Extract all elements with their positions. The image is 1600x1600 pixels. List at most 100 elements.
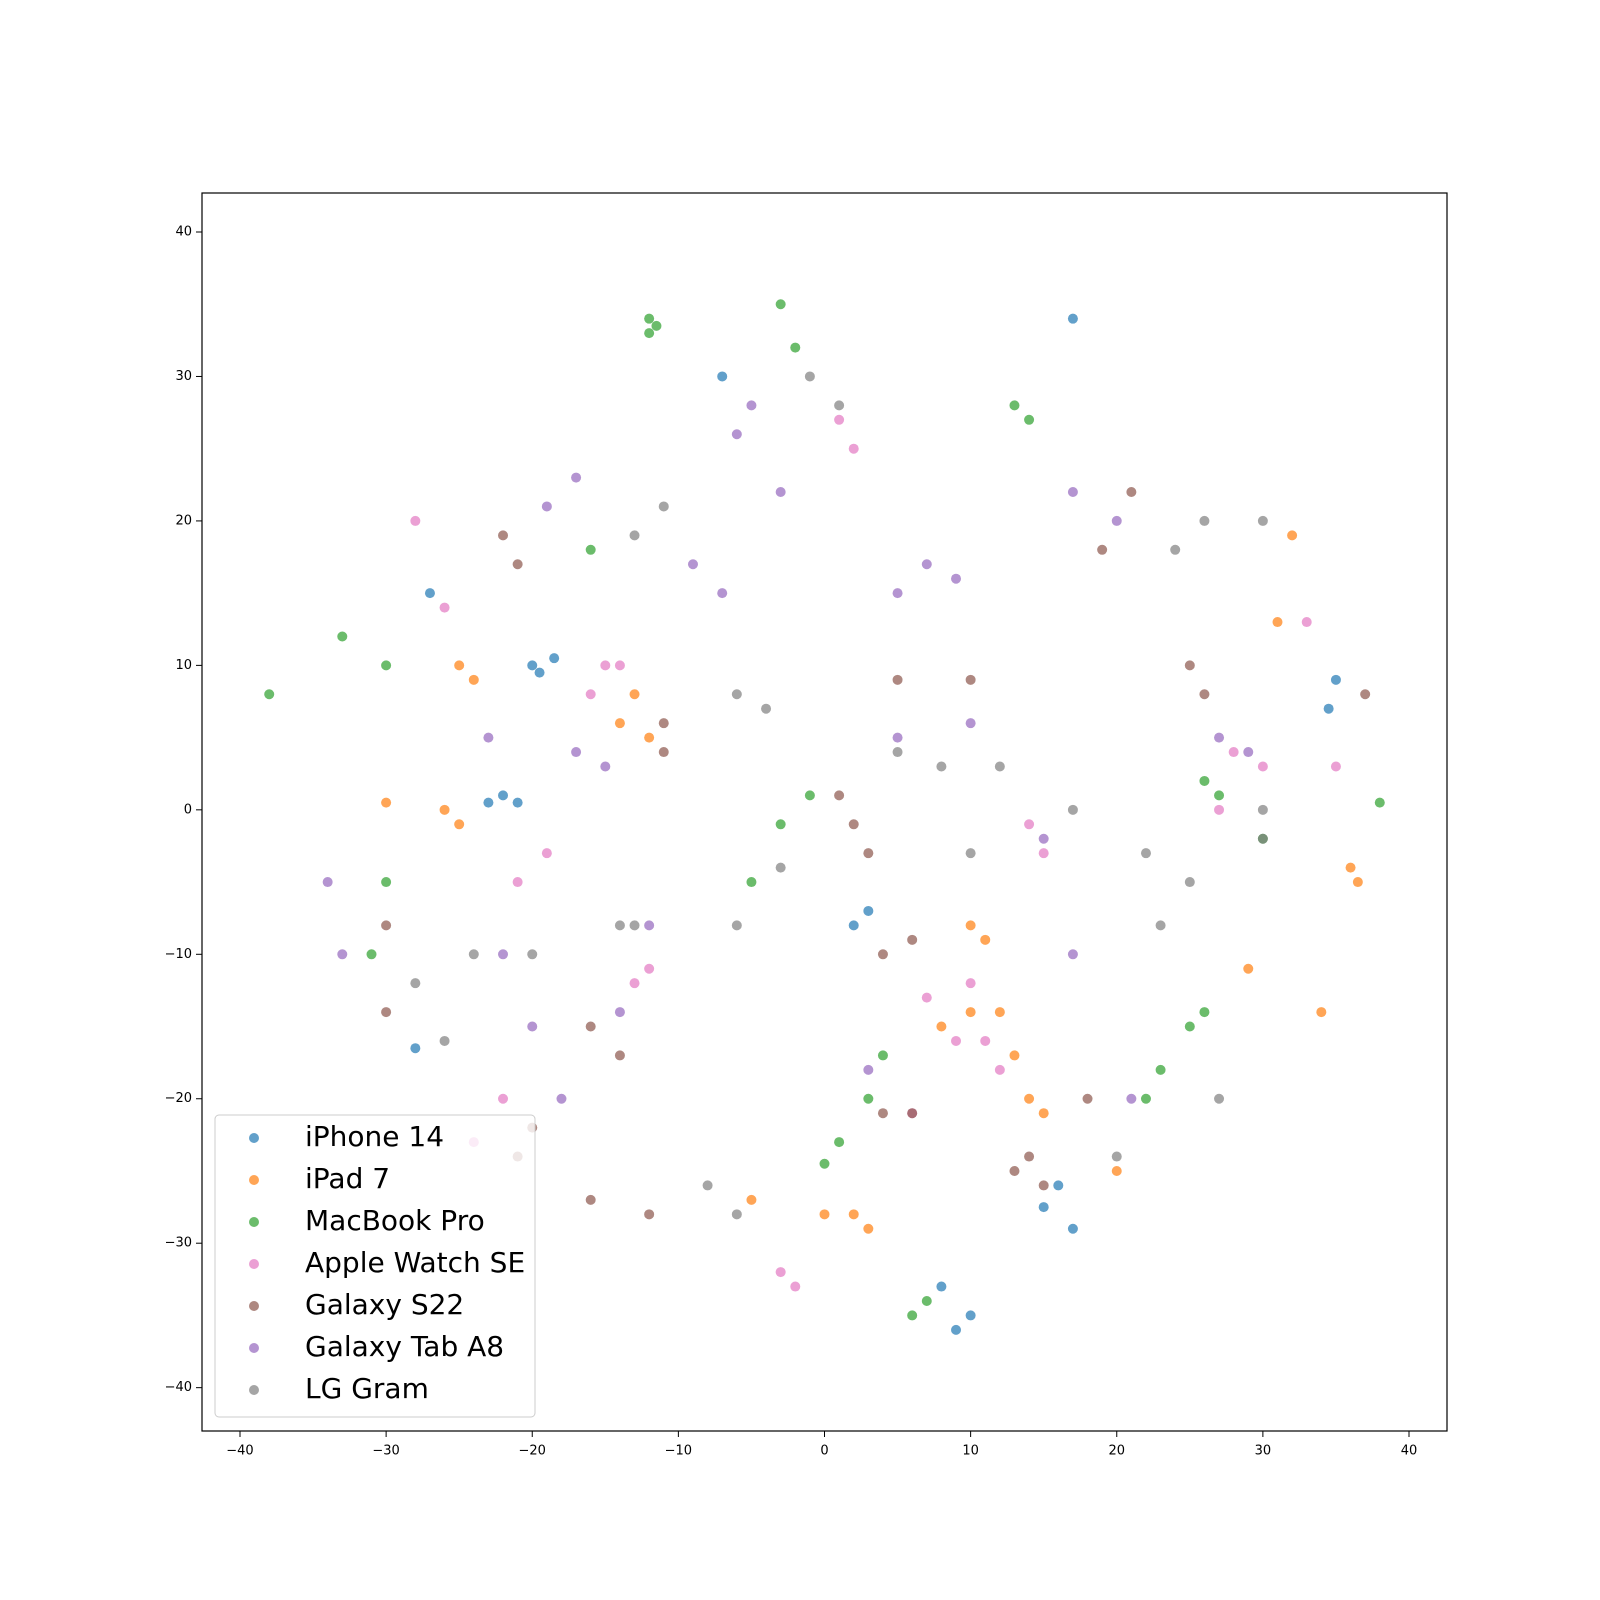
- point: [614, 718, 625, 729]
- legend-label: Apple Watch SE: [305, 1246, 525, 1279]
- point: [965, 1007, 976, 1018]
- point: [658, 718, 669, 729]
- point: [1199, 689, 1210, 700]
- point: [600, 761, 611, 772]
- point: [1257, 804, 1268, 815]
- point: [994, 1064, 1005, 1075]
- point: [1184, 877, 1195, 888]
- y-tick-label: −20: [165, 1091, 192, 1106]
- point: [337, 949, 348, 960]
- point: [951, 573, 962, 584]
- point: [1330, 674, 1341, 685]
- point: [746, 877, 757, 888]
- point: [863, 848, 874, 859]
- point: [1243, 963, 1254, 974]
- point: [527, 660, 538, 671]
- point: [1067, 487, 1078, 498]
- point: [644, 1209, 655, 1220]
- point: [381, 797, 392, 808]
- x-tick-label: 0: [820, 1444, 828, 1459]
- point: [644, 732, 655, 743]
- point: [1082, 1093, 1093, 1104]
- point: [381, 877, 392, 888]
- legend-marker: [249, 1133, 259, 1143]
- point: [819, 1158, 830, 1169]
- point: [761, 703, 772, 714]
- point: [921, 559, 932, 570]
- y-tick-label: 10: [175, 658, 192, 673]
- point: [1272, 617, 1283, 628]
- point: [410, 978, 421, 989]
- point: [907, 934, 918, 945]
- legend-marker: [249, 1217, 259, 1227]
- point: [337, 631, 348, 642]
- point: [483, 732, 494, 743]
- x-tick-label: −30: [372, 1444, 399, 1459]
- point: [907, 1310, 918, 1321]
- y-tick-label: 30: [175, 369, 192, 384]
- legend-label: iPhone 14: [305, 1120, 444, 1153]
- point: [965, 920, 976, 931]
- point: [439, 602, 450, 613]
- point: [848, 443, 859, 454]
- point: [936, 761, 947, 772]
- point: [600, 660, 611, 671]
- point: [965, 718, 976, 729]
- point: [629, 920, 640, 931]
- point: [687, 559, 698, 570]
- point: [1257, 761, 1268, 772]
- point: [483, 797, 494, 808]
- point: [541, 848, 552, 859]
- point: [651, 320, 662, 331]
- point: [585, 689, 596, 700]
- point: [1199, 1007, 1210, 1018]
- point: [717, 588, 728, 599]
- point: [527, 1021, 538, 1032]
- point: [834, 400, 845, 411]
- point: [994, 761, 1005, 772]
- point: [1126, 487, 1137, 498]
- point: [877, 949, 888, 960]
- point: [1024, 1151, 1035, 1162]
- y-tick-label: 20: [175, 513, 192, 528]
- legend-label: iPad 7: [305, 1162, 390, 1195]
- point: [571, 472, 582, 483]
- point: [1038, 1180, 1049, 1191]
- point: [541, 501, 552, 512]
- point: [965, 848, 976, 859]
- point: [804, 371, 815, 382]
- point: [1243, 747, 1254, 758]
- point: [1316, 1007, 1327, 1018]
- point: [863, 1223, 874, 1234]
- point: [921, 1295, 932, 1306]
- point: [848, 1209, 859, 1220]
- point: [834, 1137, 845, 1148]
- x-tick-label: −40: [226, 1444, 253, 1459]
- point: [1257, 515, 1268, 526]
- point: [1155, 1064, 1166, 1075]
- point: [1214, 804, 1225, 815]
- point: [381, 1007, 392, 1018]
- point: [731, 429, 742, 440]
- point: [1009, 400, 1020, 411]
- point: [366, 949, 377, 960]
- point: [1067, 804, 1078, 815]
- point: [863, 1093, 874, 1104]
- point: [746, 400, 757, 411]
- point: [731, 1209, 742, 1220]
- legend-box: [214, 1114, 536, 1418]
- point: [790, 1281, 801, 1292]
- point: [410, 1043, 421, 1054]
- point: [614, 920, 625, 931]
- point: [534, 667, 545, 678]
- point: [1287, 530, 1298, 541]
- point: [965, 674, 976, 685]
- point: [1323, 703, 1334, 714]
- point: [746, 1194, 757, 1205]
- point: [1038, 1202, 1049, 1213]
- y-tick-label: 0: [184, 802, 192, 817]
- point: [1214, 732, 1225, 743]
- point: [571, 747, 582, 758]
- point: [644, 963, 655, 974]
- point: [848, 920, 859, 931]
